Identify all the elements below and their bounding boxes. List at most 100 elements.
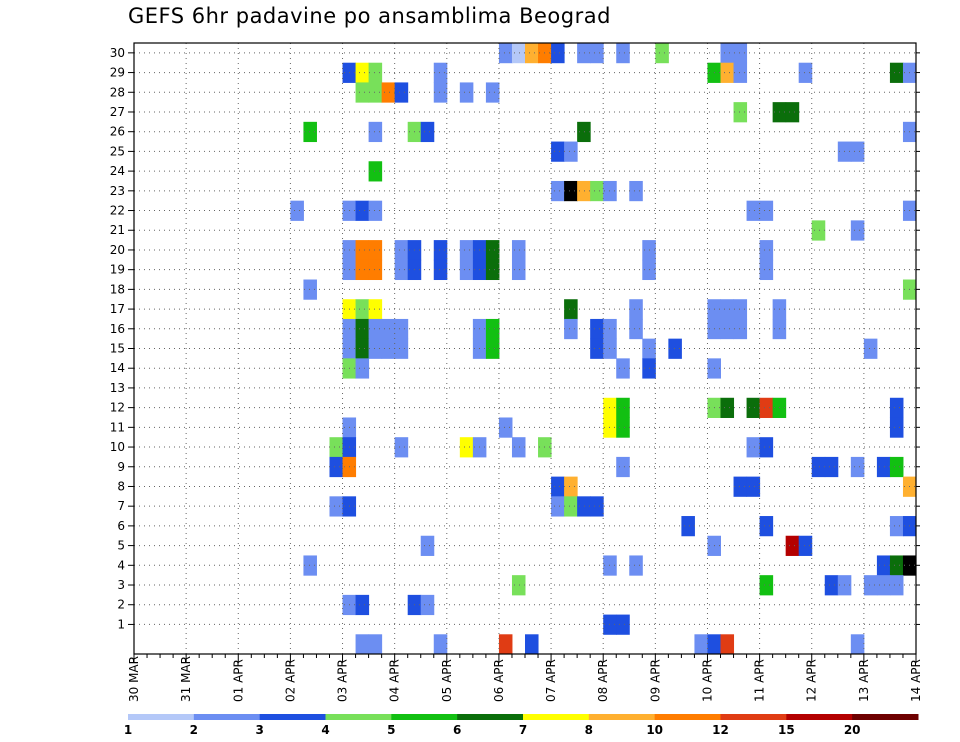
y-tick-label: 7	[117, 499, 125, 513]
precip-cell	[420, 121, 435, 143]
precip-cell	[355, 338, 370, 359]
precip-cell	[759, 200, 774, 221]
legend-swatch	[259, 714, 326, 720]
legend-label: 12	[712, 723, 729, 737]
precip-cell	[720, 62, 735, 83]
precip-cell	[355, 634, 370, 655]
legend-swatch	[720, 714, 787, 720]
precip-cell	[759, 397, 774, 418]
x-tick-label: 06 APR	[492, 659, 506, 702]
precip-cell	[368, 82, 383, 103]
precip-cell	[577, 180, 591, 202]
legend-label: 15	[778, 723, 795, 737]
y-tick-label: 30	[110, 46, 125, 60]
precip-cell	[564, 299, 578, 320]
precip-cell	[355, 259, 370, 281]
precip-cell	[355, 594, 370, 616]
precip-cell	[889, 397, 904, 418]
precip-cell	[355, 318, 370, 340]
precip-cell	[459, 240, 474, 261]
precip-cell	[355, 62, 370, 83]
precip-cell	[616, 43, 630, 64]
y-tick-label: 23	[110, 184, 125, 198]
y-tick-label: 18	[110, 282, 125, 296]
legend-swatch	[457, 714, 524, 720]
precip-cell	[525, 634, 539, 655]
y-tick-label: 15	[110, 342, 125, 356]
legend-label: 4	[321, 723, 329, 737]
precip-cell	[590, 43, 604, 64]
precip-cell	[590, 496, 604, 517]
legend-swatch	[786, 714, 853, 720]
precip-cell	[733, 43, 748, 64]
y-tick-label: 14	[110, 361, 125, 375]
y-tick-label: 3	[117, 578, 125, 592]
precip-cell	[785, 102, 800, 123]
precip-cell	[889, 62, 904, 83]
precip-cell	[368, 62, 383, 83]
precip-cell	[824, 456, 839, 478]
precip-cell	[511, 575, 526, 596]
precip-cell	[824, 575, 839, 596]
y-tick-label: 13	[110, 381, 125, 395]
precip-cell	[876, 555, 891, 576]
precip-cell	[485, 338, 500, 359]
precip-cell	[889, 417, 904, 438]
precip-cell	[368, 240, 383, 261]
precip-cell	[498, 634, 513, 655]
precip-cell	[381, 318, 396, 340]
legend-swatch	[588, 714, 656, 720]
precip-cell	[564, 496, 578, 517]
precip-cell	[394, 338, 409, 359]
precip-cell	[485, 318, 500, 340]
precip-cell	[459, 82, 474, 103]
x-tick-label: 07 APR	[544, 659, 558, 702]
precip-cell	[850, 456, 865, 478]
precip-cell	[655, 43, 669, 64]
precip-cell	[551, 43, 565, 64]
precip-cell	[733, 318, 748, 340]
precip-cell	[511, 240, 526, 261]
precip-cell	[759, 240, 774, 261]
x-tick-label: 08 APR	[596, 659, 610, 702]
y-tick-label: 27	[110, 105, 125, 119]
precip-cell	[329, 437, 344, 458]
precip-cell	[381, 82, 396, 103]
precip-cell	[720, 318, 735, 340]
precip-cell	[746, 437, 761, 458]
legend-label: 8	[585, 723, 593, 737]
precip-cell	[759, 516, 774, 537]
precip-cell	[720, 397, 735, 418]
x-tick-label: 31 MAR	[179, 656, 193, 702]
precip-cell	[889, 555, 904, 576]
y-tick-label: 17	[110, 302, 125, 316]
x-tick-label: 10 APR	[700, 659, 714, 702]
precip-cell	[616, 614, 630, 635]
precip-cell	[629, 555, 643, 576]
precip-cell	[733, 476, 748, 497]
precip-cell	[564, 318, 578, 340]
precip-cell	[564, 180, 578, 202]
precip-cell	[590, 338, 604, 359]
precip-cell	[394, 259, 409, 281]
y-tick-label: 11	[110, 420, 125, 434]
y-tick-label: 24	[110, 164, 125, 178]
precip-cell	[290, 200, 304, 221]
legend-swatch	[193, 714, 261, 720]
x-tick-label: 01 APR	[231, 659, 245, 702]
legend-swatch	[852, 714, 919, 720]
precip-cell	[707, 634, 721, 655]
precip-cell	[459, 437, 474, 458]
precip-cell	[498, 417, 513, 438]
precip-cell	[798, 535, 813, 556]
y-tick-label: 1	[117, 617, 125, 631]
precip-cell	[863, 575, 878, 596]
precip-cell	[720, 634, 735, 655]
precip-cell	[889, 456, 904, 478]
legend-label: 3	[255, 723, 263, 737]
precip-cell	[551, 141, 565, 162]
precip-cell	[564, 141, 578, 162]
precip-cell	[863, 338, 878, 359]
y-tick-label: 5	[117, 539, 125, 553]
precip-cell	[629, 299, 643, 320]
